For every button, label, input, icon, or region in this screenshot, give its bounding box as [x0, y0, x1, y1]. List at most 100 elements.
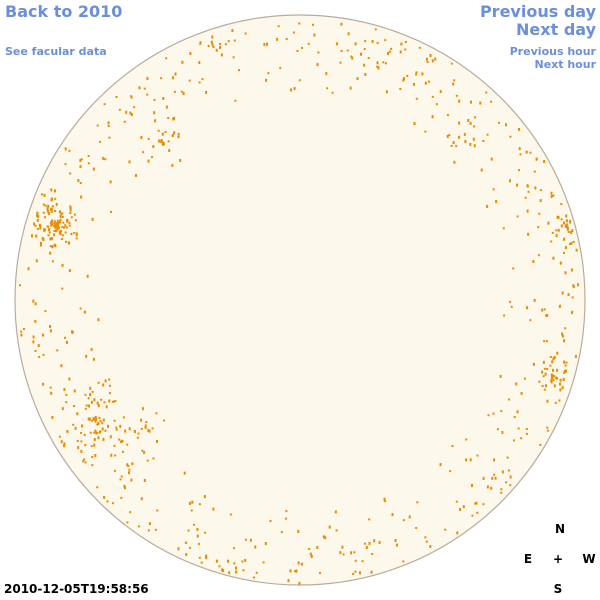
facula	[48, 231, 51, 234]
back-link[interactable]: Back to 2010	[5, 2, 123, 21]
facula	[267, 72, 270, 75]
facula	[120, 441, 122, 443]
facula	[526, 185, 529, 188]
facula	[70, 216, 73, 219]
facula	[112, 400, 115, 403]
facula	[571, 268, 573, 272]
facular-link[interactable]: See facular data	[5, 45, 107, 58]
facula	[539, 189, 542, 192]
facula	[509, 484, 512, 487]
facula	[69, 205, 72, 208]
facula	[538, 380, 541, 383]
facula	[564, 246, 567, 250]
facula	[508, 398, 511, 401]
facula	[108, 136, 111, 139]
next-hour-link[interactable]: Next hour	[534, 58, 597, 71]
facula	[277, 25, 280, 28]
facula	[84, 461, 87, 464]
facula	[171, 76, 174, 80]
facula	[85, 354, 88, 358]
facula	[75, 232, 78, 235]
facula	[102, 156, 105, 160]
timestamp: 2010-12-05T19:58:56	[4, 582, 149, 596]
facula	[35, 234, 38, 238]
facula	[339, 61, 342, 64]
facula	[227, 559, 229, 563]
facula	[68, 269, 71, 273]
facula	[368, 518, 371, 521]
facula	[555, 229, 558, 232]
facula	[188, 501, 191, 505]
facula	[434, 57, 437, 61]
facula	[47, 204, 50, 208]
facula	[61, 226, 64, 228]
facula	[354, 42, 357, 46]
facula	[575, 248, 578, 252]
facula	[482, 476, 485, 480]
facula	[212, 45, 215, 48]
facula	[539, 199, 542, 203]
facula	[113, 444, 116, 447]
facula	[293, 87, 296, 91]
facula	[550, 379, 553, 383]
previous-hour-link[interactable]: Previous hour	[509, 45, 596, 58]
next-day-link[interactable]: Next day	[516, 20, 596, 39]
facula	[88, 404, 90, 408]
facula	[509, 475, 512, 479]
facula	[50, 188, 53, 192]
facula	[98, 430, 101, 434]
facula	[543, 160, 546, 163]
facula	[140, 427, 143, 430]
facula	[120, 496, 123, 499]
facula	[500, 410, 503, 413]
facula	[61, 407, 64, 411]
facula	[384, 500, 387, 503]
facula	[36, 211, 39, 215]
facula	[42, 333, 44, 337]
facula	[148, 522, 151, 526]
facula	[501, 430, 504, 434]
facula	[91, 419, 94, 422]
facula	[58, 210, 61, 214]
facula	[547, 221, 550, 225]
facula	[389, 50, 391, 53]
facula	[509, 179, 511, 183]
facula	[103, 495, 106, 499]
facula	[551, 374, 554, 378]
facula	[51, 416, 54, 419]
facula	[482, 503, 485, 506]
facula	[124, 429, 127, 433]
facula	[59, 215, 62, 218]
facula	[518, 147, 521, 151]
previous-day-link[interactable]: Previous day	[479, 2, 596, 21]
facula	[61, 263, 64, 267]
facula	[551, 360, 554, 364]
facula	[90, 347, 93, 351]
facula	[38, 355, 41, 358]
facula	[211, 43, 214, 47]
facula	[104, 379, 107, 383]
facula	[424, 130, 427, 133]
facula	[500, 491, 503, 494]
facula	[59, 218, 62, 221]
facula	[563, 237, 565, 241]
facula	[439, 463, 442, 467]
facula	[140, 136, 143, 139]
facula	[44, 310, 47, 313]
facula	[349, 86, 352, 90]
facula	[469, 458, 472, 462]
facula	[301, 46, 303, 49]
facula	[525, 428, 528, 430]
facula	[365, 546, 368, 549]
facula	[493, 458, 496, 462]
facula	[551, 231, 554, 234]
facula	[562, 377, 565, 381]
solar-disk	[14, 14, 586, 586]
facula	[103, 401, 106, 404]
facula	[298, 581, 301, 585]
facula	[68, 377, 71, 381]
facula	[316, 63, 319, 67]
facula	[51, 245, 54, 249]
facula	[555, 376, 558, 380]
